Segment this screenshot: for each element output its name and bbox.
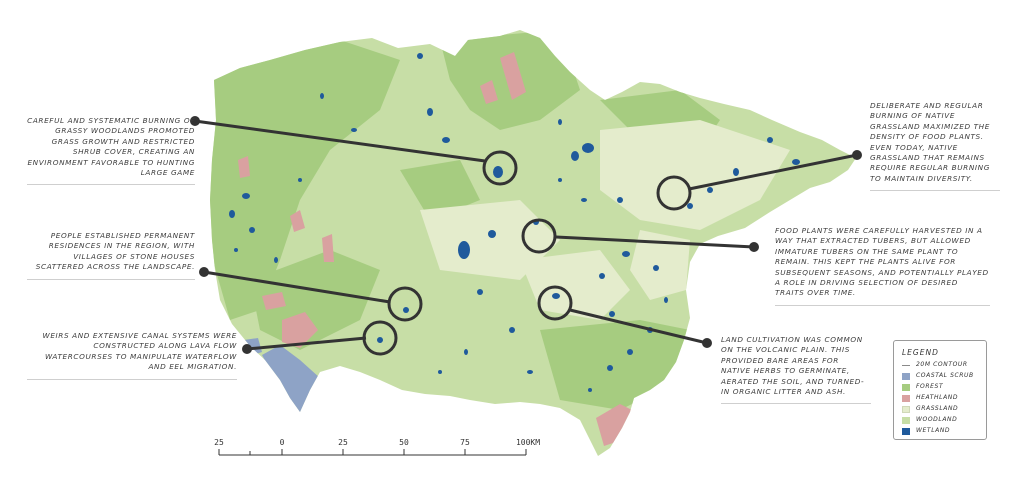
circle-burning-woodlands <box>482 150 518 186</box>
legend-title: LEGEND <box>902 348 939 357</box>
legend-item-wetland: WETLAND <box>902 427 986 437</box>
legend-item-contour: 20M CONTOUR <box>902 361 986 371</box>
legend-label-coastal-scrub: COASTAL SCRUB <box>916 372 974 379</box>
scale-label-1: 0 <box>279 438 285 447</box>
scale-label-2: 25 <box>338 438 348 447</box>
legend-swatch-heathland <box>902 395 910 402</box>
legend-swatch-woodland <box>902 417 910 424</box>
legend-item-woodland: WOODLAND <box>902 416 986 426</box>
legend-label-heathland: HEATHLAND <box>916 394 959 401</box>
highlight-circles <box>362 150 692 356</box>
legend-item-heathland: HEATHLAND <box>902 394 986 404</box>
annotation-stone-houses: People established permanent residences … <box>27 231 195 280</box>
grassland-areas <box>420 120 790 320</box>
legend: LEGEND 20M CONTOUR COASTAL SCRUB FOREST … <box>893 340 987 440</box>
annotation-cultivation: Land cultivation was common on the volca… <box>721 335 871 405</box>
legend-label-grassland: GRASSLAND <box>916 405 959 412</box>
scale-bar <box>218 449 527 456</box>
legend-swatch-forest <box>902 384 910 391</box>
scale-label-3: 50 <box>399 438 409 447</box>
legend-item-forest: FOREST <box>902 383 986 393</box>
heathland-areas <box>238 52 636 446</box>
annotation-weirs-canals: Weirs and extensive canal systems were c… <box>27 331 237 380</box>
annotation-grassland-burning: Deliberate and regular burning of native… <box>870 101 1000 192</box>
legend-swatch-contour <box>902 365 910 366</box>
legend-label-forest: FOREST <box>916 383 944 390</box>
wetland-areas <box>229 53 800 392</box>
annotation-burning-woodlands: Careful and systematic burning of grassy… <box>27 116 195 186</box>
legend-item-grassland: GRASSLAND <box>902 405 986 415</box>
circle-tubers <box>521 218 557 254</box>
legend-label-wetland: WETLAND <box>916 427 951 434</box>
leader-lines <box>190 116 862 354</box>
circle-weirs <box>362 320 398 356</box>
legend-label-woodland: WOODLAND <box>916 416 958 423</box>
legend-swatch-wetland <box>902 428 910 435</box>
annotation-tubers: Food plants were carefully harvested in … <box>775 226 990 306</box>
scale-label-0: 25 <box>214 438 224 447</box>
legend-swatch-coastal-scrub <box>902 373 910 380</box>
circle-stone-houses <box>387 286 423 322</box>
legend-label-contour: 20M CONTOUR <box>916 361 968 368</box>
circle-cultivation <box>537 285 573 321</box>
scale-label-5: 100KM <box>515 438 541 447</box>
legend-swatch-grassland <box>902 406 910 413</box>
circle-grassland <box>656 175 692 211</box>
legend-item-coastal-scrub: COASTAL SCRUB <box>902 372 986 382</box>
scale-label-4: 75 <box>460 438 470 447</box>
